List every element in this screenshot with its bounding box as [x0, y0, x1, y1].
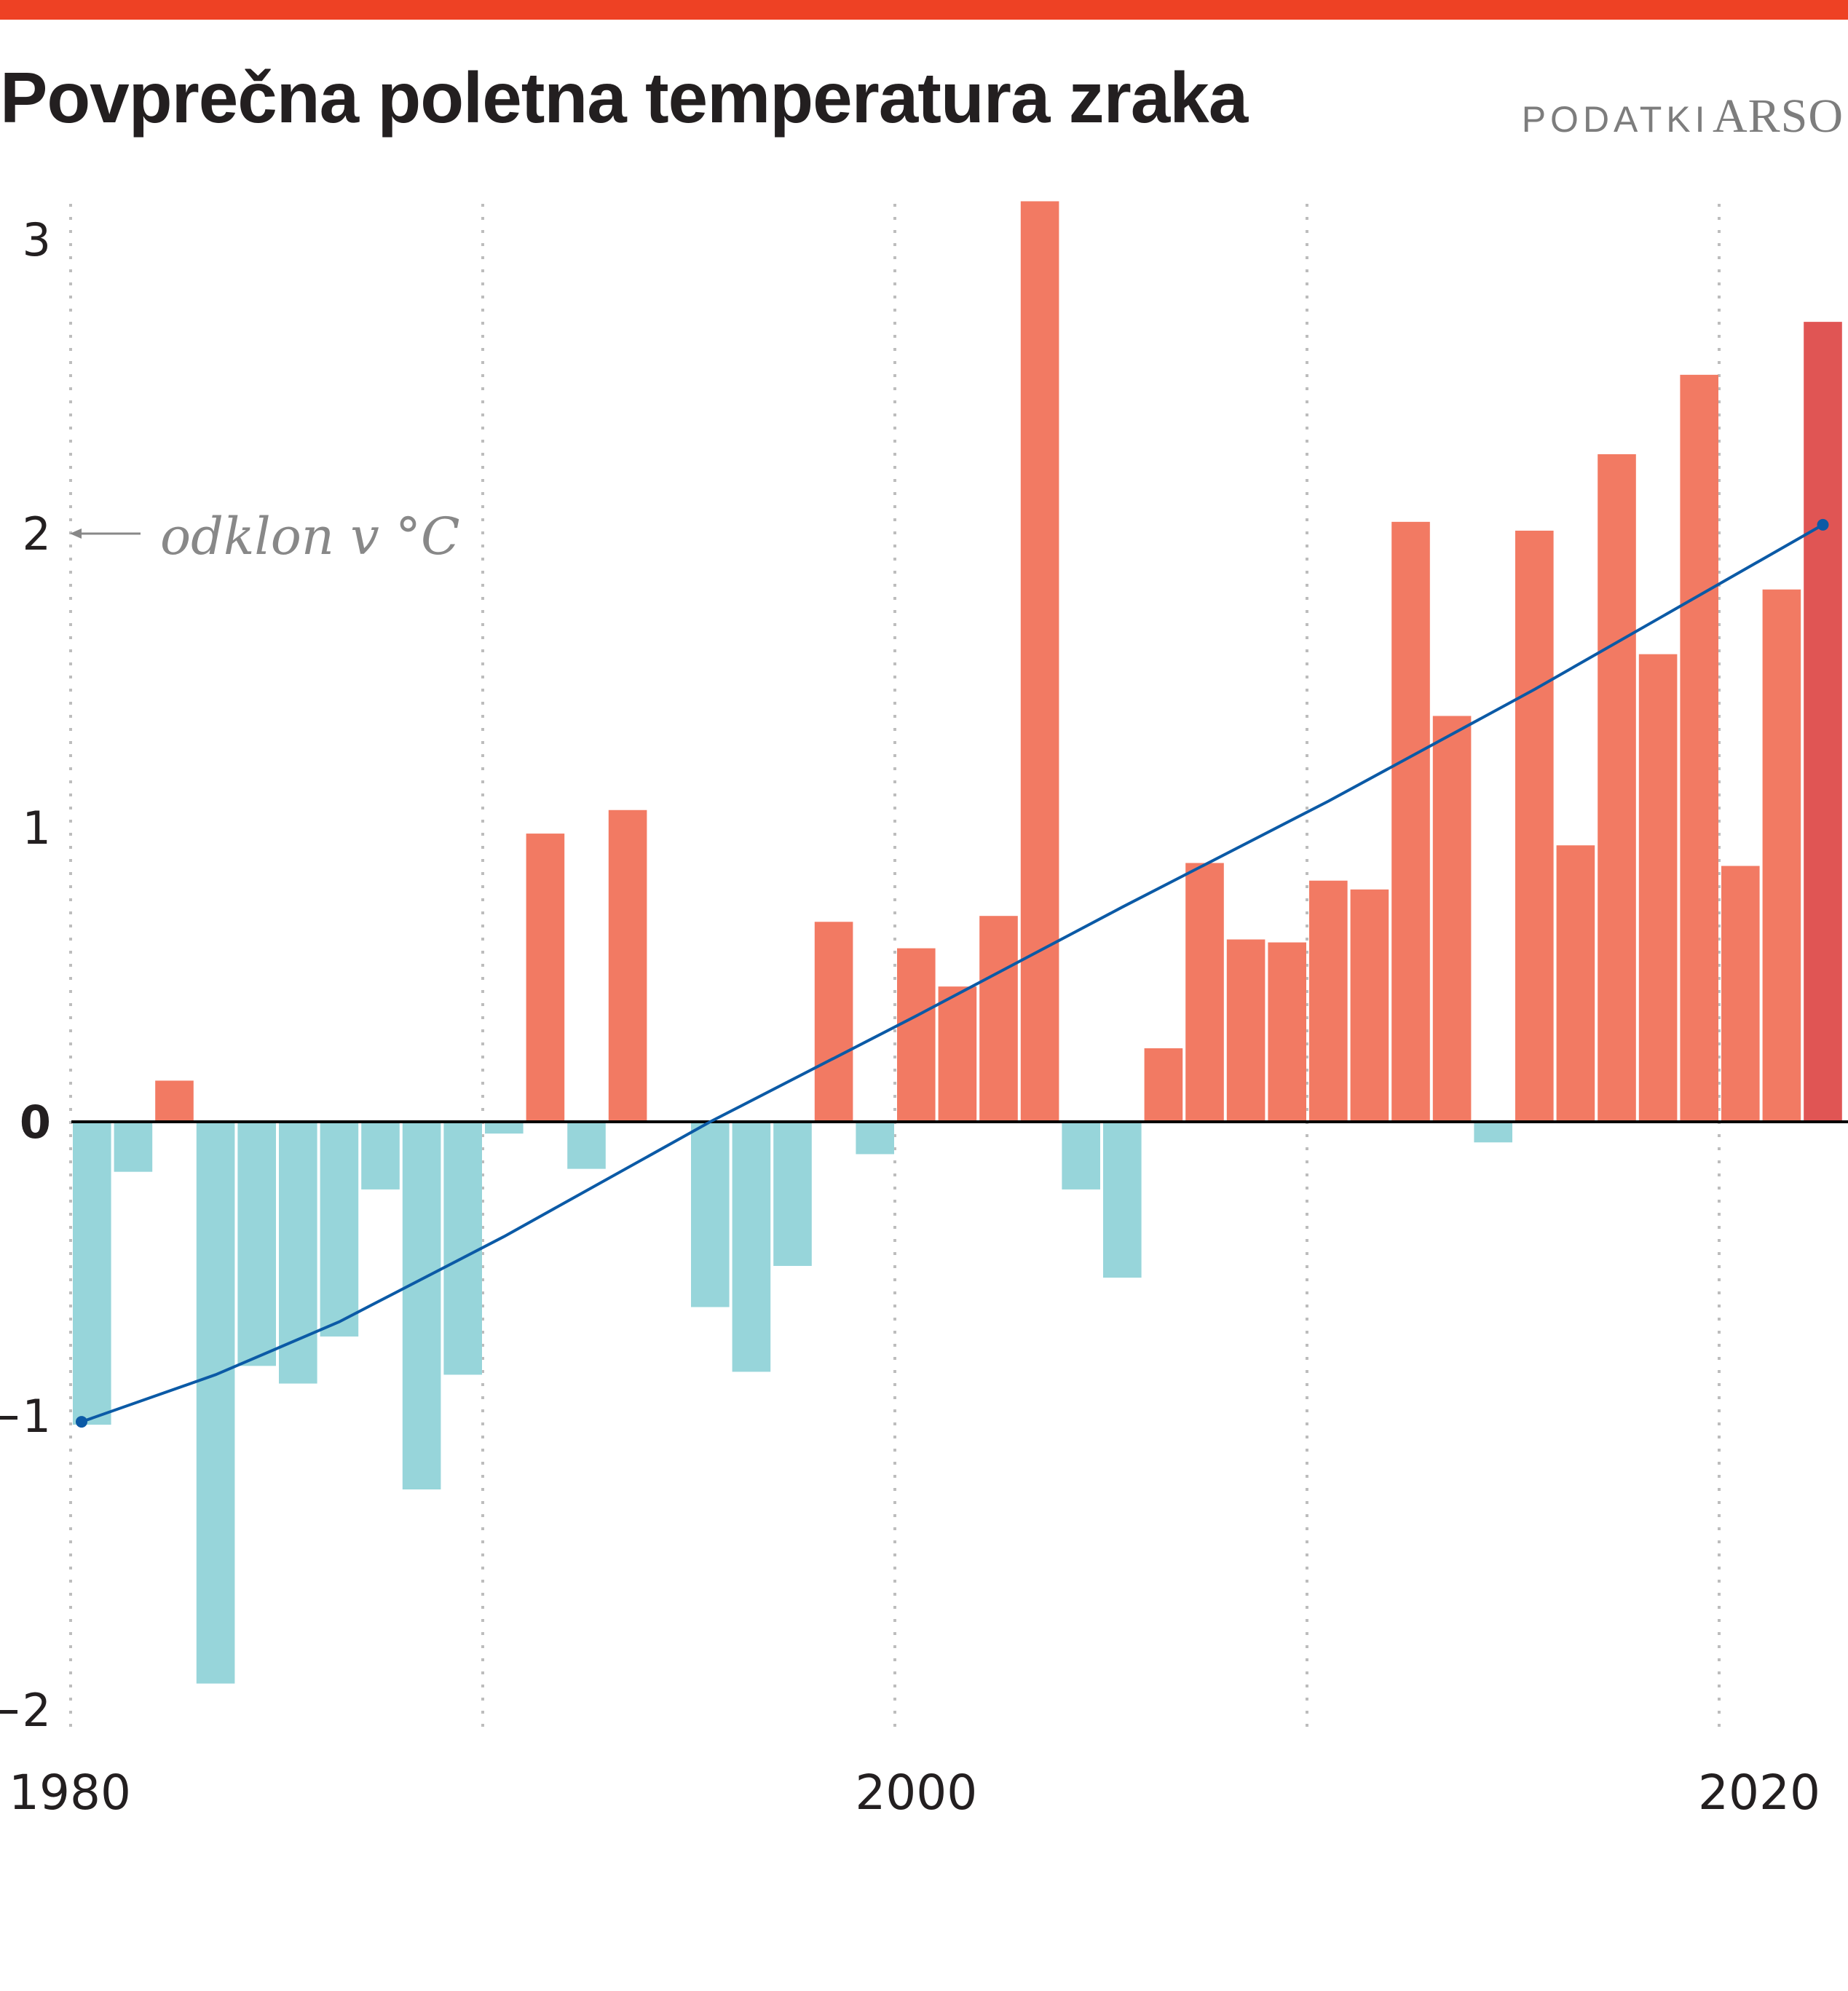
bar-1996	[732, 1122, 771, 1372]
bar-2021	[1762, 589, 1801, 1122]
bar-1999	[856, 1122, 894, 1155]
bars	[73, 201, 1842, 1684]
bar-2003	[1020, 201, 1059, 1123]
bar-1987	[361, 1122, 400, 1190]
x-tick-label: 1980	[9, 1765, 131, 1821]
bar-1986	[320, 1122, 359, 1337]
bar-2005	[1103, 1122, 1142, 1278]
bar-1982	[155, 1080, 194, 1122]
trend-line	[81, 523, 1824, 1423]
bar-1997	[773, 1122, 812, 1266]
bar-1989	[443, 1122, 482, 1375]
bar-2022	[1804, 322, 1842, 1122]
axis-annotation: odklon v °C	[70, 507, 460, 566]
bar-2010	[1309, 880, 1348, 1122]
bar-2002	[979, 916, 1018, 1122]
bar-2011	[1350, 889, 1389, 1122]
bar-2009	[1268, 942, 1306, 1122]
bar-2013	[1432, 716, 1472, 1122]
bar-2014	[1474, 1122, 1512, 1143]
bar-1991	[526, 834, 565, 1122]
y-tick-label: 0	[20, 1096, 51, 1149]
trend-end-marker	[1817, 518, 1829, 531]
source-label: PODATKI	[1521, 99, 1710, 140]
bar-1993	[608, 810, 647, 1122]
bar-1981	[114, 1122, 153, 1172]
bar-2000	[897, 948, 936, 1122]
gridlines	[69, 204, 1721, 1733]
y-tick-label: 3	[23, 213, 51, 266]
bar-2019	[1680, 374, 1718, 1122]
bar-2012	[1391, 521, 1430, 1122]
x-axis-ticks: 1980 2000 2020	[9, 1765, 1820, 1821]
y-tick-label: −1	[0, 1390, 51, 1443]
source-credit: PODATKI ARSO	[1522, 89, 1844, 144]
bar-1983	[196, 1122, 235, 1684]
trend-start-marker	[76, 1416, 87, 1428]
bar-2018	[1638, 654, 1678, 1122]
annotation-text: odklon v °C	[160, 507, 460, 566]
bar-2016	[1556, 845, 1595, 1122]
bar-1995	[691, 1122, 730, 1307]
bar-2015	[1515, 530, 1554, 1122]
bar-2006	[1144, 1048, 1183, 1122]
x-tick-label: 2000	[855, 1765, 977, 1821]
bar-1990	[485, 1122, 524, 1134]
bar-2020	[1721, 866, 1760, 1122]
chart-title: Povprečna poletna temperatura zraka	[0, 58, 1248, 138]
x-tick-label: 2020	[1698, 1765, 1820, 1821]
source-org: ARSO	[1712, 90, 1844, 143]
y-tick-label: 1	[23, 801, 51, 855]
bar-2008	[1226, 939, 1265, 1122]
bar-1988	[402, 1122, 441, 1489]
bar-1984	[237, 1122, 276, 1366]
bar-1998	[814, 922, 853, 1122]
bar-2001	[938, 986, 977, 1122]
bar-2007	[1185, 863, 1224, 1122]
bar-1980	[73, 1122, 111, 1425]
y-tick-label: 2	[23, 507, 51, 561]
y-tick-label: −2	[0, 1684, 51, 1737]
accent-bar	[0, 0, 1848, 20]
trend-line-group	[76, 518, 1829, 1428]
arrow-head-icon	[70, 529, 82, 539]
y-axis-ticks: 3 2 1 0 −1 −2	[0, 213, 51, 1737]
bar-2017	[1598, 454, 1636, 1122]
bar-1992	[567, 1122, 606, 1169]
bar-2004	[1062, 1122, 1100, 1190]
